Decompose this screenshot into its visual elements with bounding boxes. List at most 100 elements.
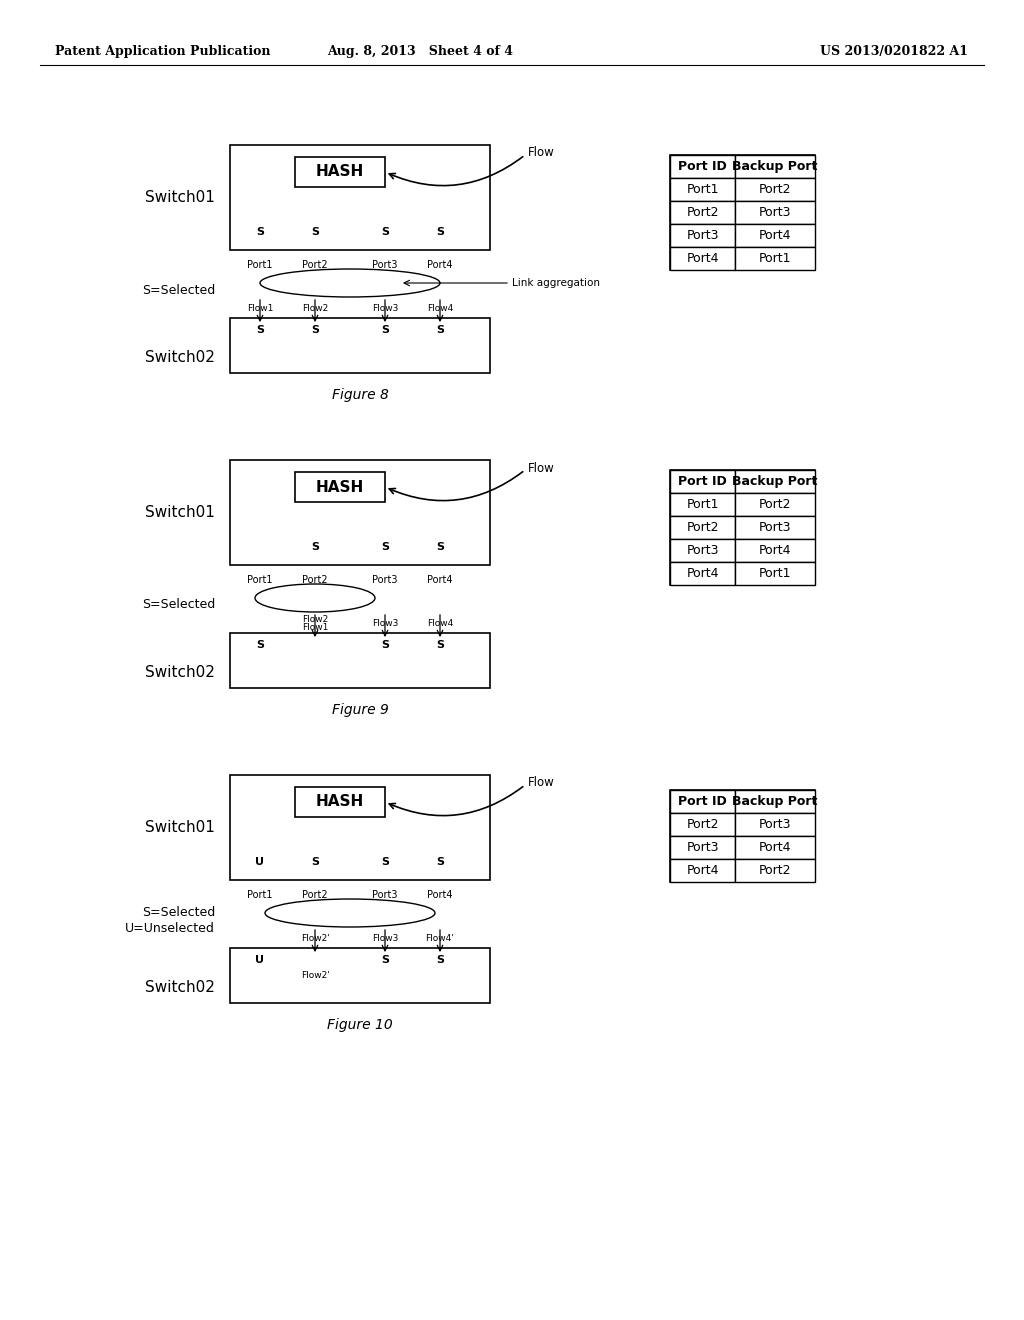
Text: Port2: Port2 [302, 576, 328, 585]
Bar [670, 836, 735, 859]
Bar [735, 201, 815, 224]
Bar [670, 224, 735, 247]
Bar [735, 154, 815, 178]
Text: Switch02: Switch02 [145, 350, 215, 366]
Text: S: S [436, 954, 444, 965]
Text: S: S [381, 227, 389, 238]
Text: S: S [381, 857, 389, 867]
Bar [735, 492, 815, 516]
Text: Port4: Port4 [686, 252, 719, 265]
Text: Port ID: Port ID [678, 475, 727, 488]
Text: Switch02: Switch02 [145, 979, 215, 995]
Text: Port2: Port2 [302, 260, 328, 271]
Text: S=Selected: S=Selected [141, 598, 215, 611]
Text: Port4: Port4 [427, 260, 453, 271]
Text: Port3: Port3 [686, 228, 719, 242]
Text: Port1: Port1 [247, 260, 272, 271]
Bar [670, 562, 735, 585]
Bar [295, 787, 385, 817]
Text: Port1: Port1 [686, 183, 719, 195]
Text: S: S [436, 325, 444, 335]
Text: Flow: Flow [528, 147, 555, 160]
Text: US 2013/0201822 A1: US 2013/0201822 A1 [820, 45, 968, 58]
Text: Port4: Port4 [427, 576, 453, 585]
Bar [670, 154, 735, 178]
Text: Link aggregation: Link aggregation [512, 279, 600, 288]
Bar [735, 247, 815, 271]
Text: Flow4': Flow4' [426, 933, 455, 942]
Text: S: S [381, 954, 389, 965]
Text: S: S [436, 857, 444, 867]
Bar [670, 789, 735, 813]
Bar [295, 157, 385, 187]
Bar [735, 813, 815, 836]
Text: S: S [311, 325, 319, 335]
Text: Port4: Port4 [686, 865, 719, 876]
Text: Port3: Port3 [686, 544, 719, 557]
Text: Port3: Port3 [686, 841, 719, 854]
Text: Port2: Port2 [686, 206, 719, 219]
Bar [670, 154, 815, 271]
Bar [735, 470, 815, 492]
Bar [735, 539, 815, 562]
Text: S=Selected: S=Selected [141, 284, 215, 297]
Text: Flow4: Flow4 [427, 304, 454, 313]
Text: Port3: Port3 [759, 206, 792, 219]
Text: S: S [311, 857, 319, 867]
Text: Port2: Port2 [759, 183, 792, 195]
Text: Port4: Port4 [427, 890, 453, 900]
Text: S: S [311, 543, 319, 552]
Bar [230, 634, 490, 688]
Text: HASH: HASH [315, 795, 365, 809]
Text: Switch01: Switch01 [145, 506, 215, 520]
Text: U: U [256, 954, 264, 965]
Text: Port3: Port3 [759, 818, 792, 832]
Text: Port1: Port1 [686, 498, 719, 511]
Text: Port2: Port2 [759, 865, 792, 876]
Text: Port2: Port2 [302, 890, 328, 900]
Text: Figure 9: Figure 9 [332, 704, 388, 717]
Text: Flow3: Flow3 [372, 933, 398, 942]
Bar [735, 178, 815, 201]
Bar [670, 859, 735, 882]
Text: Flow2': Flow2' [301, 972, 330, 981]
Text: Flow2: Flow2 [302, 304, 328, 313]
Text: Port3: Port3 [373, 260, 397, 271]
Text: Port ID: Port ID [678, 160, 727, 173]
Bar [230, 318, 490, 374]
Text: Switch02: Switch02 [145, 665, 215, 680]
Text: Figure 8: Figure 8 [332, 388, 388, 403]
Text: S=Selected: S=Selected [141, 906, 215, 919]
Text: S: S [311, 227, 319, 238]
Bar [670, 470, 735, 492]
Text: Backup Port: Backup Port [732, 795, 818, 808]
Text: Port4: Port4 [759, 228, 792, 242]
Bar [670, 813, 735, 836]
Text: Port1: Port1 [759, 568, 792, 579]
Text: Port ID: Port ID [678, 795, 727, 808]
Text: Port1: Port1 [247, 890, 272, 900]
Text: Figure 10: Figure 10 [327, 1018, 393, 1032]
Text: Port1: Port1 [247, 576, 272, 585]
Bar [670, 789, 815, 882]
Bar [735, 789, 815, 813]
Text: Patent Application Publication: Patent Application Publication [55, 45, 270, 58]
Text: S: S [436, 640, 444, 649]
Text: Flow1: Flow1 [247, 304, 273, 313]
Text: Aug. 8, 2013   Sheet 4 of 4: Aug. 8, 2013 Sheet 4 of 4 [327, 45, 513, 58]
Text: Backup Port: Backup Port [732, 160, 818, 173]
Text: S: S [381, 543, 389, 552]
Bar [230, 459, 490, 565]
Bar [230, 948, 490, 1003]
Bar [670, 492, 735, 516]
Text: Port1: Port1 [759, 252, 792, 265]
Bar [670, 470, 815, 585]
Text: HASH: HASH [315, 165, 365, 180]
Text: S: S [381, 640, 389, 649]
Bar [670, 178, 735, 201]
Text: Flow: Flow [528, 776, 555, 789]
Bar [670, 516, 735, 539]
Text: Port4: Port4 [759, 544, 792, 557]
Text: Port3: Port3 [373, 576, 397, 585]
Bar [670, 539, 735, 562]
